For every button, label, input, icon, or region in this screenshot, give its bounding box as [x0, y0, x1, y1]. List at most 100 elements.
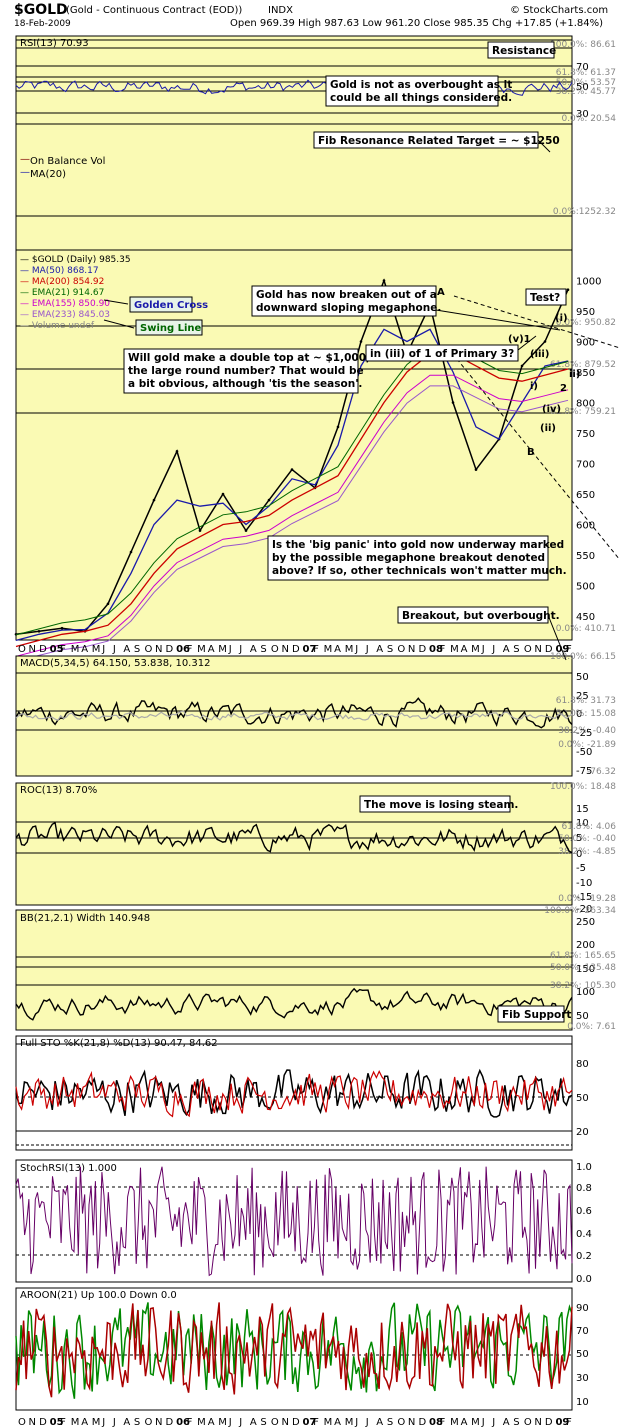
roc-tick-6: -15 [576, 892, 592, 903]
price-tick-3: 850 [576, 368, 595, 379]
wave-label-6: 2 [560, 383, 567, 394]
annotation-megaphone-box [251, 285, 437, 317]
price-point-0-22 [520, 364, 524, 368]
time-label-bottom-15: 06 [176, 1417, 190, 1428]
time-label-top-18: A [208, 644, 215, 655]
swing-line-box [135, 319, 203, 336]
annotation-overbought-line-0: Gold is not as overbought as it [330, 79, 512, 91]
time-label-bottom-29: M [324, 1417, 333, 1428]
price-point-0-24 [566, 288, 570, 292]
bb-tick-2: 150 [576, 964, 595, 975]
price-legend-4: — EMA(155) 850.90 [20, 299, 110, 309]
price-legend-3: — EMA(21) 914.67 [20, 288, 104, 298]
time-label-top-27: 07 [303, 644, 317, 655]
time-label-top-28: F [313, 644, 319, 655]
rsi-fib-4: 0.0%: 20.54 [561, 114, 616, 124]
time-label-bottom-0: O [18, 1417, 26, 1428]
price-fib-2: 61.8%: 759.21 [550, 407, 616, 417]
time-label-bottom-46: A [503, 1417, 510, 1428]
time-label-bottom-4: F [60, 1417, 66, 1428]
chart-header: $GOLD (Gold - Continuous Contract (EOD))… [14, 2, 614, 30]
annotation-overbought-line-1: could be all things considered. [330, 92, 512, 104]
time-label-bottom-24: O [271, 1417, 279, 1428]
annotation-panic-line-0: Is the 'big panic' into gold now underwa… [272, 539, 564, 551]
rsi-fib-1: 61.8%: 61.37 [556, 68, 616, 78]
bb-fib-2: 50.0%: 135.48 [550, 963, 616, 973]
macd-fib-3: 38.2%: -0.40 [558, 726, 616, 736]
sto-tick-2: 20 [576, 1127, 589, 1138]
time-label-bottom-16: F [187, 1417, 193, 1428]
time-label-bottom-42: A [461, 1417, 468, 1428]
time-label-bottom-35: S [387, 1417, 393, 1428]
time-label-top-36: O [397, 644, 405, 655]
macd-tick-5: -75 [576, 766, 592, 777]
time-label-bottom-37: N [408, 1417, 415, 1428]
time-label-bottom-14: D [166, 1417, 174, 1428]
time-label-top-37: N [408, 644, 415, 655]
time-label-top-34: A [376, 644, 383, 655]
price-point-0-10 [244, 529, 248, 532]
time-label-bottom-45: J [491, 1417, 495, 1428]
time-label-bottom-8: J [101, 1417, 105, 1428]
time-label-top-39: 08 [429, 644, 443, 655]
time-label-bottom-11: S [134, 1417, 140, 1428]
price-fib-3: 0.0%: 410.71 [556, 624, 616, 634]
price-tick-5: 750 [576, 429, 595, 440]
annotation-megaphone-line-1: downward sloping megaphone. [256, 302, 441, 314]
exchange: INDX [268, 5, 293, 16]
annotation-fib-support-line-0: Fib Support [502, 1009, 571, 1021]
time-label-top-14: D [166, 644, 174, 655]
price-legend-1: — MA(50) 868.17 [20, 266, 99, 276]
golden-cross-box [129, 296, 193, 313]
time-label-bottom-30: A [334, 1417, 341, 1428]
roc-tick-7: -20 [576, 904, 592, 915]
time-label-top-2: D [39, 644, 47, 655]
aroon-up-line [15, 1302, 573, 1399]
stochrsi-line [15, 1166, 573, 1277]
annotation-panic-line-2: above? If so, other technicals won't mat… [272, 565, 567, 577]
time-label-bottom-44: J [481, 1417, 485, 1428]
obv-label: On Balance Vol [30, 156, 105, 167]
time-label-bottom-47: S [513, 1417, 519, 1428]
bb-tick-1: 200 [576, 940, 595, 951]
time-label-top-17: M [197, 644, 206, 655]
aroon-tick-4: 10 [576, 1397, 589, 1408]
time-label-top-10: A [123, 644, 130, 655]
bb-line [15, 987, 573, 1021]
roc-tick-5: -10 [576, 878, 592, 889]
time-label-top-43: M [471, 644, 480, 655]
price-tick-0: 1000 [576, 277, 601, 288]
time-label-top-47: S [513, 644, 519, 655]
annotation-double-top-line-2: a bit obvious, although 'tis the season'… [128, 378, 362, 390]
roc-label: ROC(13) 8.70% [20, 785, 97, 796]
wave-label-8: (iv) [542, 404, 561, 415]
time-label-bottom-19: M [218, 1417, 227, 1428]
time-label-bottom-10: A [123, 1417, 130, 1428]
symbol: $GOLD [14, 2, 68, 18]
bb-fib-3: 38.2%: 105.30 [550, 981, 616, 991]
price-point-0-6 [152, 498, 156, 502]
time-label-top-1: N [29, 644, 36, 655]
macd-tick-2: 0 [576, 709, 582, 720]
annotation-test-box [525, 288, 567, 306]
time-label-bottom-51: 09 [555, 1417, 569, 1428]
price-tick-1: 950 [576, 307, 595, 318]
price-fib-1: 61.8%: 879.52 [550, 360, 616, 370]
time-label-top-3: 05 [50, 644, 64, 655]
aroon-tick-2: 50 [576, 1349, 589, 1360]
time-label-top-45: J [491, 644, 495, 655]
price-point-0-8 [198, 529, 202, 532]
price-point-0-23 [543, 340, 547, 343]
time-label-bottom-22: A [250, 1417, 257, 1428]
megaphone-arrow [435, 309, 561, 331]
annotation-primary-line-0: in (iii) of 1 of Primary 3? [370, 348, 514, 360]
price-point-0-4 [106, 602, 110, 606]
golden-cross-label: Golden Cross [134, 300, 208, 311]
time-label-top-46: A [503, 644, 510, 655]
annotation-losing-steam-box [359, 795, 511, 813]
time-label-bottom-27: 07 [303, 1417, 317, 1428]
price-point-0-16 [382, 279, 386, 282]
price-series-1 [15, 328, 569, 642]
annotation-panic-box [267, 535, 549, 581]
time-label-bottom-33: J [365, 1417, 369, 1428]
